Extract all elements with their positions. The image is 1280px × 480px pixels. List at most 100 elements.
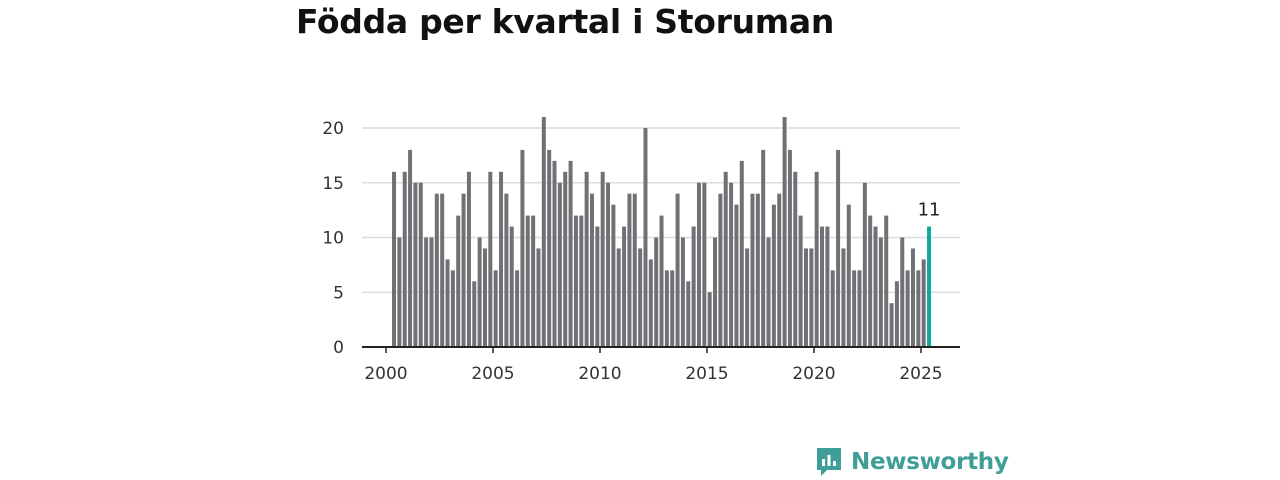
chart-title: Född­a per kvartal i Storuman [296, 2, 835, 41]
bar [680, 237, 685, 347]
bar [836, 149, 841, 347]
bar [696, 182, 701, 347]
bar [573, 215, 578, 347]
bar [707, 292, 712, 347]
bar [782, 117, 787, 347]
bar [750, 193, 755, 347]
bar [739, 160, 744, 347]
bar [659, 215, 664, 347]
bar [787, 149, 792, 347]
bar [402, 171, 407, 347]
bar [857, 270, 862, 347]
bar [905, 270, 910, 347]
bar [670, 270, 675, 347]
y-tick-label: 20 [322, 119, 344, 139]
bar [729, 182, 734, 347]
bar [766, 237, 771, 347]
bar [664, 270, 669, 347]
bar [718, 193, 723, 347]
bar [445, 259, 450, 347]
bar [830, 270, 835, 347]
bar [648, 259, 653, 347]
bar [520, 149, 525, 347]
bar [916, 270, 921, 347]
bar [745, 248, 750, 347]
bar [440, 193, 445, 347]
axes [362, 346, 960, 353]
y-tick-label: 5 [333, 283, 344, 303]
bar [723, 171, 728, 347]
bar [557, 182, 562, 347]
bar [536, 248, 541, 347]
bar [793, 171, 798, 347]
brand-logo[interactable]: Newsworthy [815, 446, 1009, 478]
bar [734, 204, 739, 347]
bar [472, 281, 477, 347]
bar [702, 182, 707, 347]
bar [900, 237, 905, 347]
x-tick-label: 2005 [471, 364, 514, 384]
bar [450, 270, 455, 347]
bar [921, 259, 926, 347]
bar [515, 270, 520, 347]
bar [686, 281, 691, 347]
y-tick-label: 15 [322, 174, 344, 194]
x-tick-label: 2000 [364, 364, 407, 384]
bar [392, 171, 397, 347]
tick-labels: 0 5 10 15 20 11 2000 2005 2010 2015 2020 2025 [322, 119, 942, 384]
highlight-value-label: 11 [918, 200, 941, 221]
bar [755, 193, 760, 347]
bar [600, 171, 605, 347]
bar [504, 193, 509, 347]
bar [675, 193, 680, 347]
bar [606, 182, 611, 347]
bar [509, 226, 514, 347]
bar [466, 171, 471, 347]
bar [846, 204, 851, 347]
bar [616, 248, 621, 347]
bar [643, 128, 648, 347]
bar [482, 248, 487, 347]
bar [841, 248, 846, 347]
bar [862, 182, 867, 347]
bar [568, 160, 573, 347]
bar [499, 171, 504, 347]
bar [541, 117, 546, 347]
bar [488, 171, 493, 347]
bar [761, 149, 766, 347]
bar [852, 270, 857, 347]
x-tick-label: 2025 [899, 364, 942, 384]
bar [456, 215, 461, 347]
bar [632, 193, 637, 347]
bar [584, 171, 589, 347]
bar [525, 215, 530, 347]
bar [638, 248, 643, 347]
bar [771, 204, 776, 347]
bar [884, 215, 889, 347]
bar [878, 237, 883, 347]
brand-name: Newsworthy [851, 449, 1009, 475]
bars [392, 117, 932, 347]
newsworthy-chart-logo-icon [817, 448, 841, 476]
bar [547, 149, 552, 347]
highlighted-bar [927, 226, 932, 347]
bar [777, 193, 782, 347]
bar [873, 226, 878, 347]
bar [579, 215, 584, 347]
bar [820, 226, 825, 347]
bar [654, 237, 659, 347]
bar [910, 248, 915, 347]
bar [595, 226, 600, 347]
bar [461, 193, 466, 347]
bar [611, 204, 616, 347]
bar [814, 171, 819, 347]
bar [798, 215, 803, 347]
bar [397, 237, 402, 347]
bar [552, 160, 557, 347]
x-tick-label: 2010 [578, 364, 621, 384]
bar [408, 149, 413, 347]
bar [418, 182, 423, 347]
bar [434, 193, 439, 347]
bar [889, 303, 894, 347]
bar [531, 215, 536, 347]
